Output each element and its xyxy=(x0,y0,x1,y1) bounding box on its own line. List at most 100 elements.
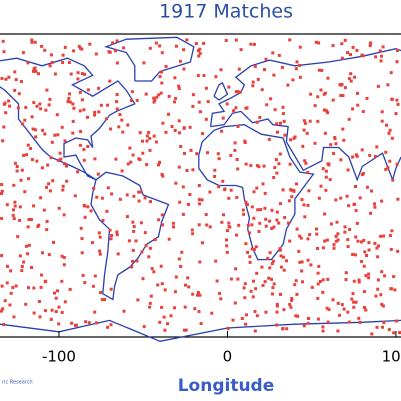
match-dot xyxy=(264,310,268,314)
match-dot xyxy=(160,213,164,217)
match-dot xyxy=(30,38,34,42)
match-dot xyxy=(160,305,164,309)
match-dot xyxy=(5,203,9,207)
match-dot xyxy=(233,148,237,152)
match-dot xyxy=(238,90,242,94)
match-dot xyxy=(25,153,29,157)
match-dot xyxy=(171,221,175,225)
match-dot xyxy=(262,164,266,168)
match-dot xyxy=(355,154,359,158)
match-dot xyxy=(253,310,257,313)
match-dot xyxy=(390,136,394,140)
match-dot xyxy=(115,100,119,104)
match-dot xyxy=(332,152,336,155)
match-dot xyxy=(43,48,47,52)
match-dot xyxy=(255,186,259,190)
match-dot xyxy=(357,316,361,320)
match-dot xyxy=(363,290,366,294)
match-dot xyxy=(83,281,87,285)
match-dot xyxy=(391,178,395,182)
match-dot xyxy=(200,198,204,202)
match-dot xyxy=(323,131,327,135)
match-dot xyxy=(363,306,366,309)
match-dot xyxy=(351,45,355,49)
match-dot xyxy=(56,158,60,162)
match-dot xyxy=(101,219,105,222)
match-dot xyxy=(156,283,160,287)
match-dot xyxy=(298,45,302,49)
match-dot xyxy=(384,167,388,171)
match-dot xyxy=(177,119,181,123)
match-dot xyxy=(12,208,15,212)
match-dot xyxy=(92,187,96,190)
match-dot xyxy=(76,170,80,174)
match-dot xyxy=(47,103,51,107)
match-dot xyxy=(197,198,201,202)
match-dot xyxy=(340,56,344,60)
match-dot xyxy=(63,139,67,143)
match-dot xyxy=(334,142,338,146)
match-dot xyxy=(346,310,350,314)
match-dot xyxy=(249,164,253,168)
match-dot xyxy=(282,119,286,123)
match-dot xyxy=(153,98,157,102)
match-dot xyxy=(24,244,28,248)
match-dot xyxy=(242,212,246,216)
match-dot xyxy=(263,280,267,284)
match-dot xyxy=(14,78,18,82)
match-dot xyxy=(368,44,372,48)
match-dot xyxy=(336,238,340,242)
match-dot xyxy=(281,327,285,330)
match-dot xyxy=(177,257,181,261)
match-dot xyxy=(254,287,258,291)
match-dot xyxy=(88,42,92,46)
match-dot xyxy=(173,306,176,310)
match-dot xyxy=(360,53,364,57)
match-dot xyxy=(286,83,290,87)
match-dot xyxy=(43,309,47,313)
match-dot xyxy=(214,259,218,263)
match-dot xyxy=(352,279,356,283)
match-dot xyxy=(152,96,156,100)
match-dot xyxy=(237,67,241,71)
match-dot xyxy=(177,84,181,88)
match-dot xyxy=(26,225,30,229)
match-dot xyxy=(115,61,119,65)
match-dot xyxy=(268,219,272,223)
match-dot xyxy=(331,98,335,102)
match-dot xyxy=(336,301,340,305)
match-dot xyxy=(236,167,240,171)
match-dot xyxy=(245,106,249,110)
match-dot xyxy=(275,304,279,308)
match-dot xyxy=(174,96,178,100)
match-dot xyxy=(100,298,104,302)
match-dot xyxy=(3,299,7,303)
match-dot xyxy=(22,153,26,157)
match-dot xyxy=(368,153,372,157)
match-dot xyxy=(172,225,175,229)
match-dot xyxy=(201,132,205,136)
match-dot xyxy=(379,293,383,297)
match-dot xyxy=(244,322,248,326)
match-dot xyxy=(32,204,36,208)
match-dot xyxy=(79,130,83,133)
match-dot xyxy=(68,100,72,104)
match-dot xyxy=(395,98,399,102)
match-dot xyxy=(324,169,328,173)
match-dot xyxy=(170,125,174,128)
match-dot xyxy=(254,245,258,249)
match-dot xyxy=(377,244,380,248)
match-dot xyxy=(206,100,210,104)
match-dot xyxy=(339,94,343,97)
match-dot xyxy=(282,268,286,272)
match-dot xyxy=(392,275,396,279)
match-dot xyxy=(154,41,158,45)
match-dot xyxy=(234,106,238,110)
match-dot xyxy=(154,140,158,144)
match-dot xyxy=(141,277,145,281)
match-dot xyxy=(199,322,203,325)
match-dot xyxy=(30,266,33,269)
coastlines xyxy=(0,36,401,342)
match-dot xyxy=(341,94,345,98)
match-dot xyxy=(77,44,81,48)
